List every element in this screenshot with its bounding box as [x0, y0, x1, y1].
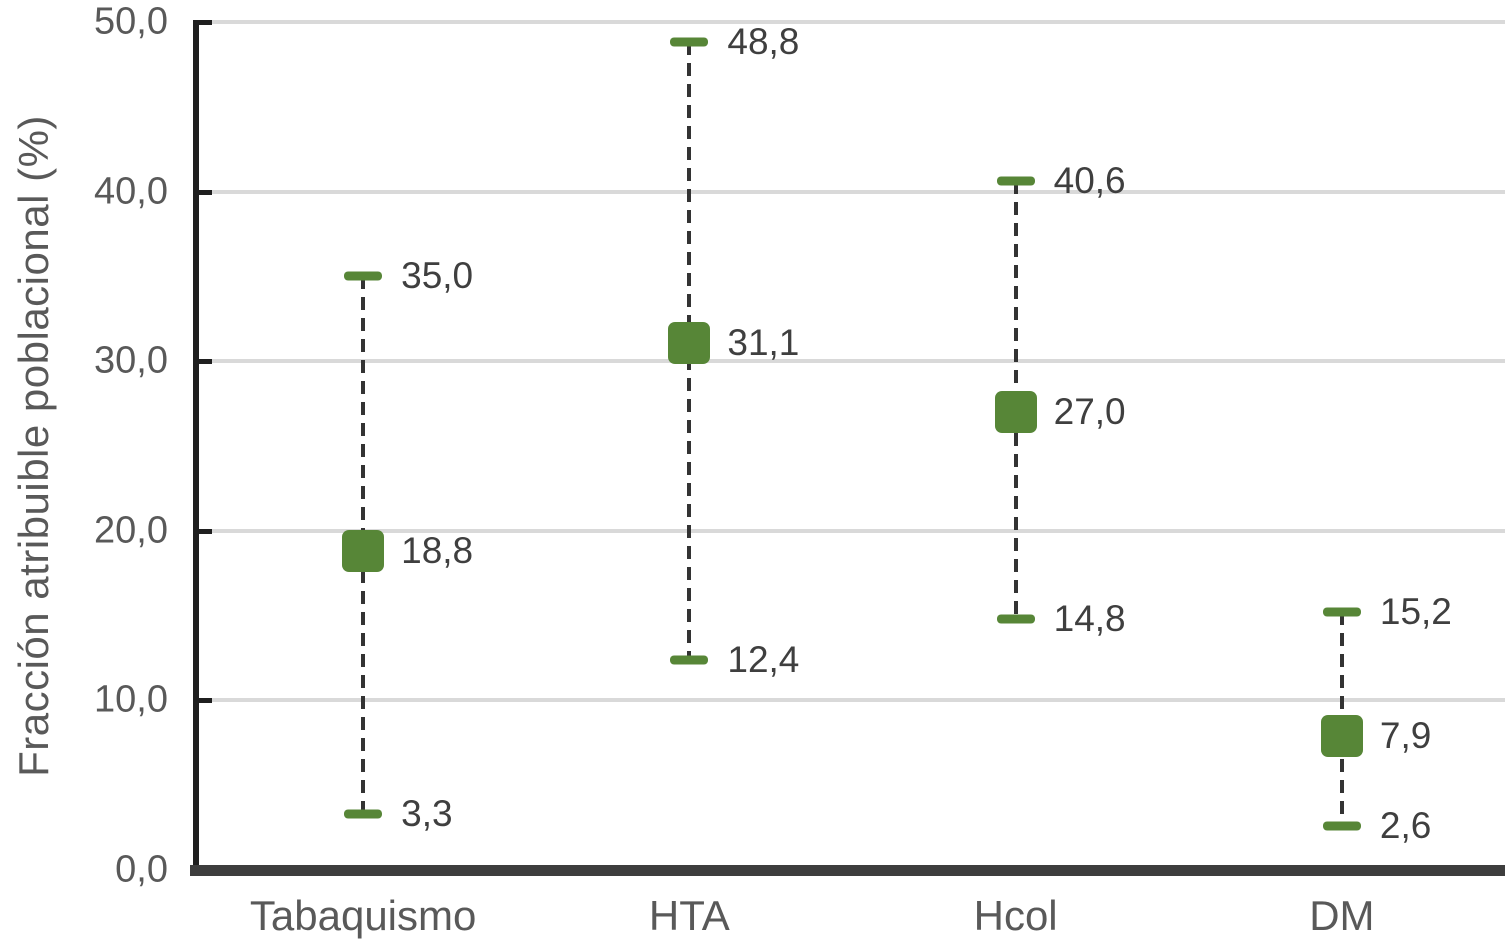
y-axis-tick [193, 528, 212, 534]
y-axis-tick-label: 10,0 [94, 678, 168, 721]
estimate-marker [994, 391, 1037, 434]
y-axis-tick-label: 20,0 [94, 509, 168, 552]
estimate-value-label: 7,9 [1379, 715, 1432, 757]
y-gridline [200, 698, 1505, 703]
y-axis-tick [193, 698, 212, 704]
y-axis-line [193, 20, 199, 876]
y-gridline [200, 359, 1505, 364]
error-bar-cap-upper [670, 37, 709, 47]
error-bar-cap-upper [1322, 607, 1361, 617]
error-bar-cap-lower [996, 614, 1035, 624]
x-axis-category-label: Tabaquismo [249, 892, 477, 939]
lower-value-label: 3,3 [401, 793, 453, 835]
error-bar-cap-lower [1322, 821, 1361, 831]
estimate-marker [1320, 715, 1363, 758]
y-gridline [200, 189, 1505, 194]
y-gridline [200, 528, 1505, 533]
estimate-value-label: 18,8 [401, 530, 474, 572]
error-bar-cap-lower [344, 809, 383, 819]
y-axis-tick-label: 30,0 [94, 339, 168, 382]
error-bar-cap-lower [670, 655, 709, 665]
x-axis-category-label: HTA [648, 892, 730, 939]
lower-value-label: 14,8 [1053, 597, 1126, 639]
x-axis-category-label: DM [1309, 892, 1375, 939]
y-axis-tick-label: 50,0 [94, 0, 168, 43]
y-gridline [200, 20, 1505, 24]
lower-value-label: 12,4 [727, 638, 800, 680]
x-axis-category-label: Hcol [973, 892, 1058, 939]
estimate-marker [342, 530, 385, 573]
y-axis-tick-label: 40,0 [94, 170, 168, 213]
error-bar-cap-upper [996, 176, 1035, 186]
y-axis-tick [193, 359, 212, 365]
estimate-value-label: 27,0 [1053, 391, 1126, 433]
upper-value-label: 48,8 [727, 21, 800, 63]
y-axis-tick-label: 0,0 [115, 848, 168, 891]
estimate-value-label: 31,1 [727, 321, 800, 363]
upper-value-label: 35,0 [401, 255, 474, 297]
error-bar-cap-upper [344, 271, 383, 281]
lower-value-label: 2,6 [1379, 804, 1432, 846]
y-axis-tick [193, 189, 212, 195]
y-axis-title: Fracción atribuible poblacional (%) [10, 115, 57, 777]
upper-value-label: 15,2 [1379, 591, 1452, 633]
upper-value-label: 40,6 [1053, 160, 1126, 202]
estimate-marker [668, 321, 711, 364]
y-axis-tick [193, 20, 212, 25]
x-axis-line [190, 865, 1505, 876]
